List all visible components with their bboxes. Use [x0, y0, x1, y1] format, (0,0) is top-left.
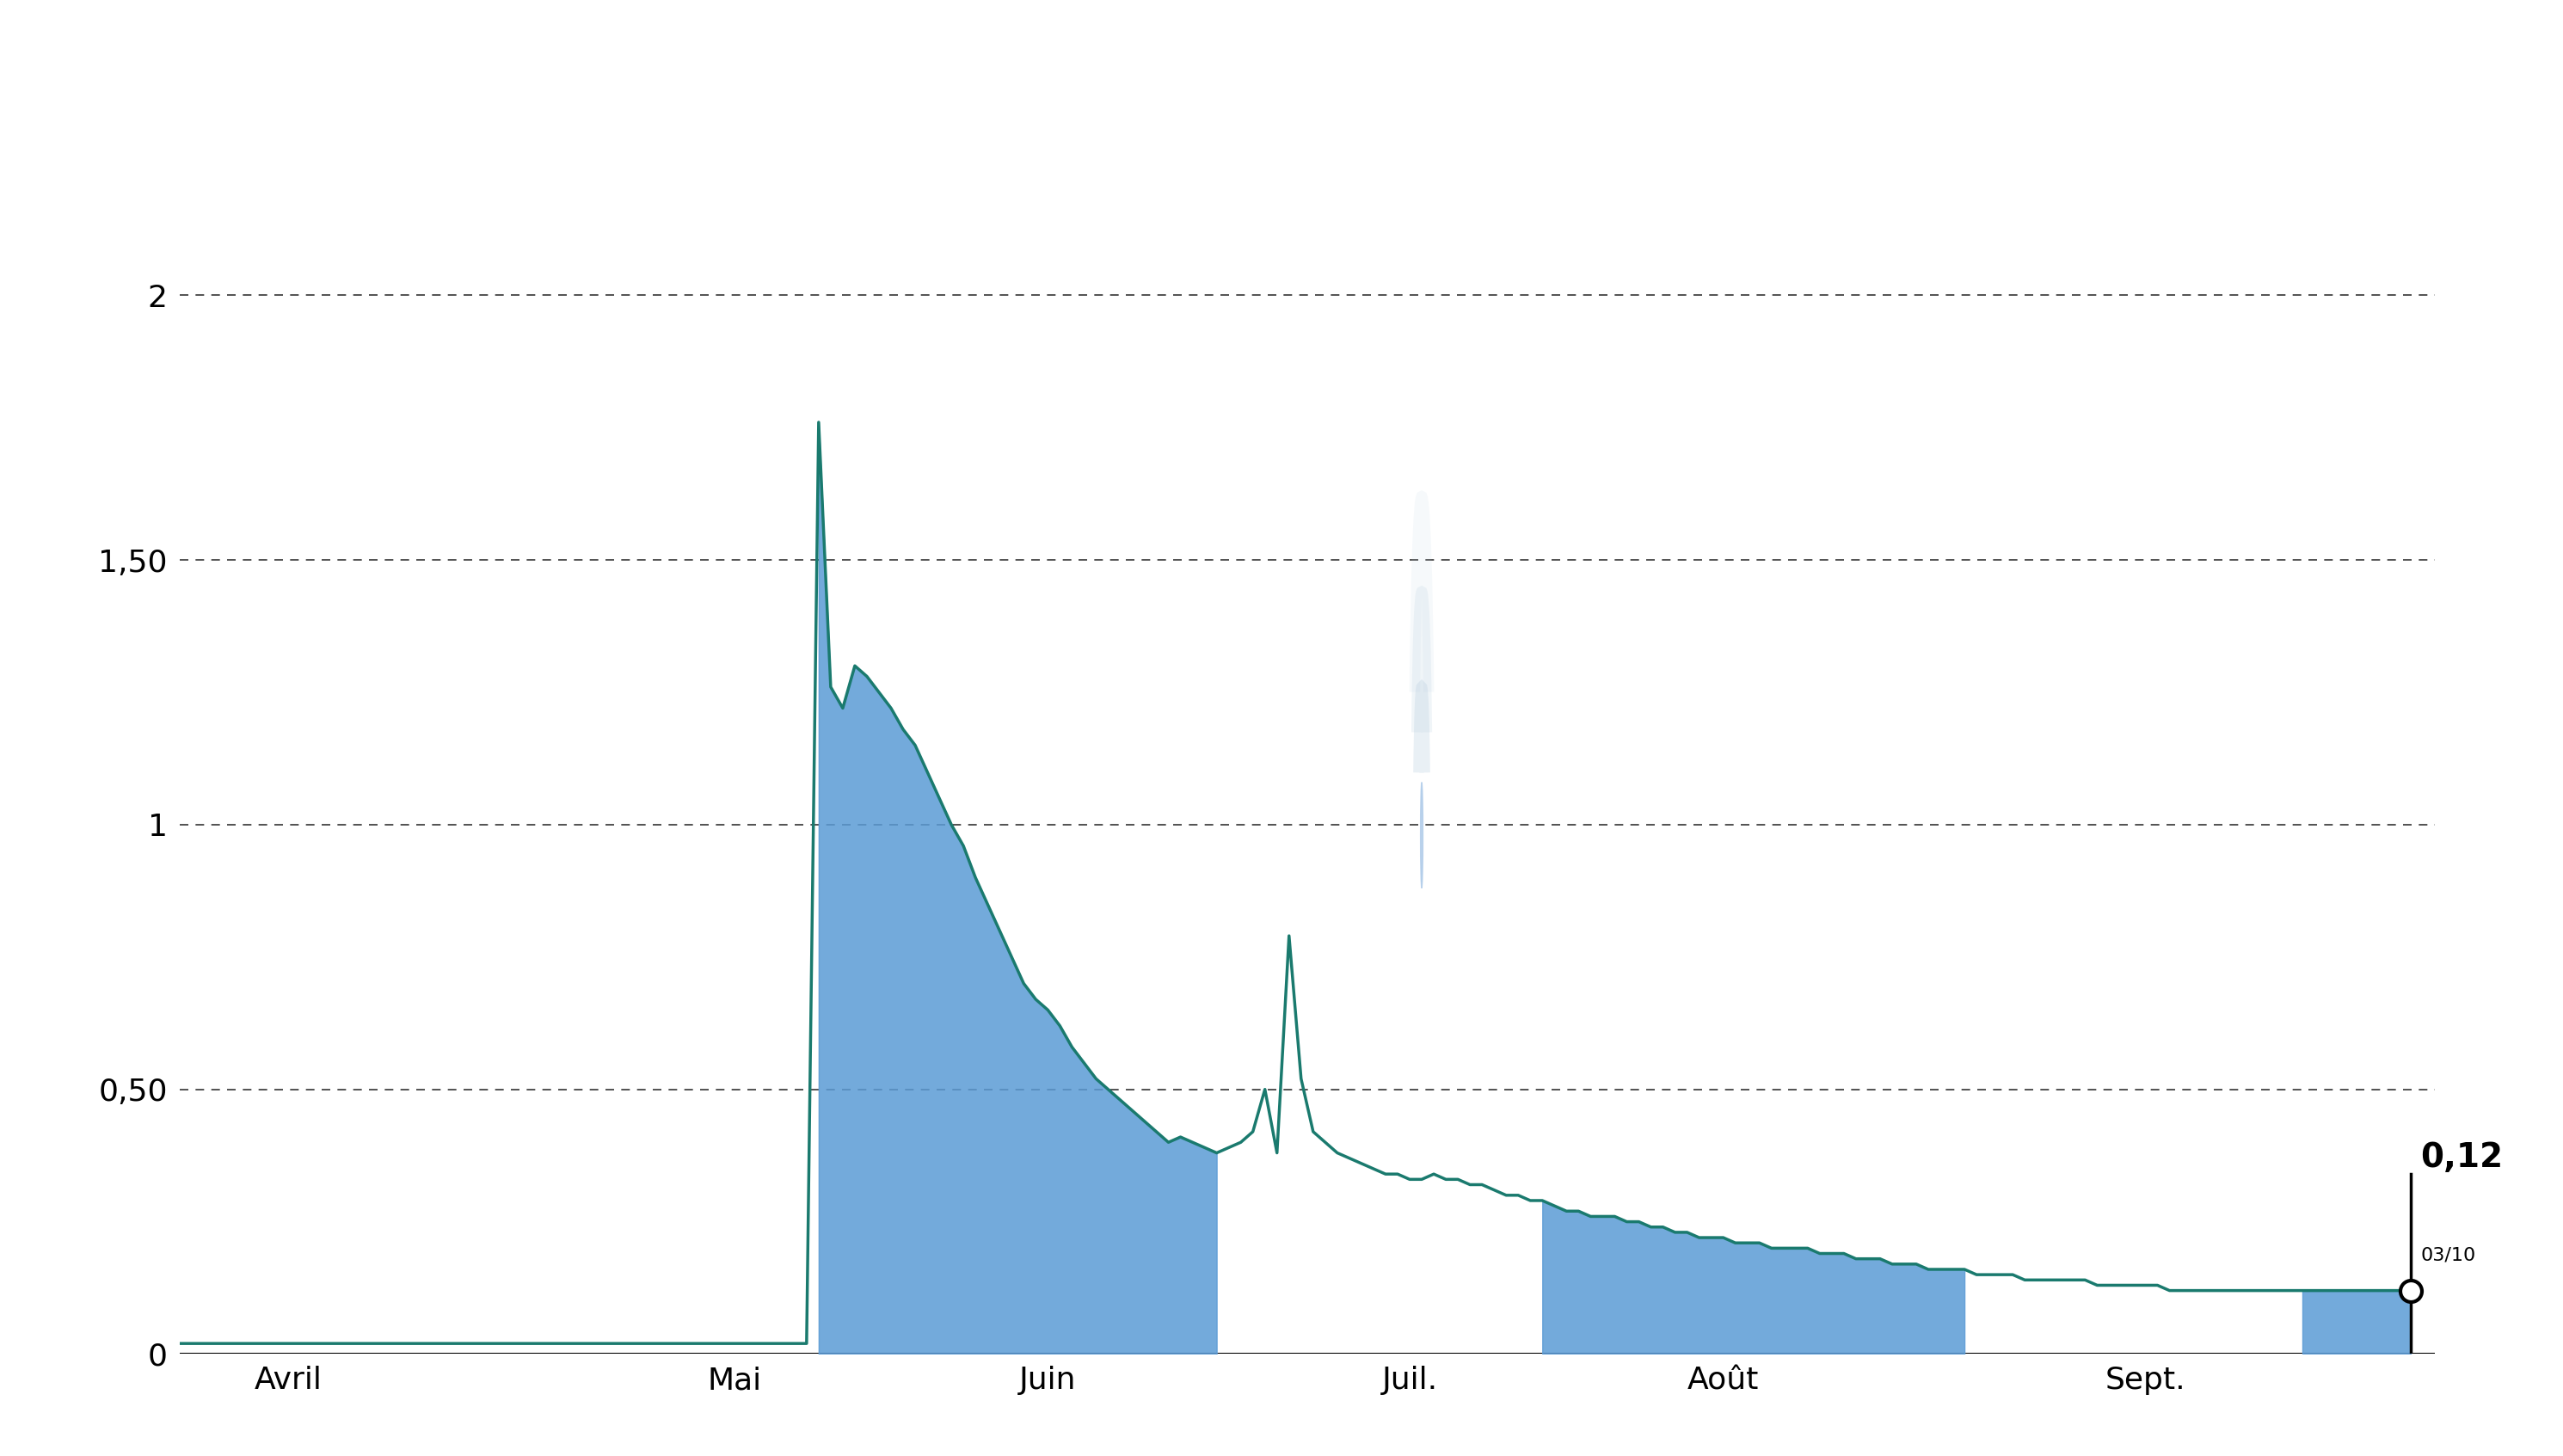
- Text: EUROPLASMA: EUROPLASMA: [948, 23, 1615, 108]
- Text: 03/10: 03/10: [2419, 1246, 2476, 1264]
- Text: 0,12: 0,12: [2419, 1142, 2504, 1174]
